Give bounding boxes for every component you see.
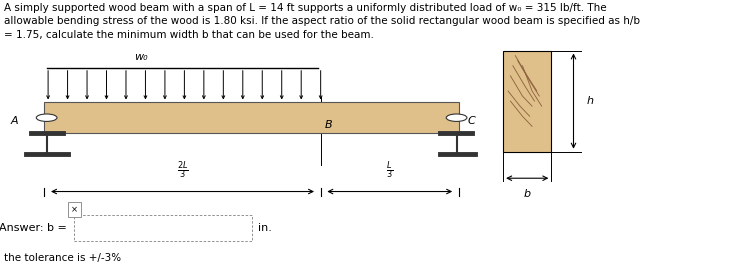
Circle shape [36, 114, 57, 121]
Text: $\frac{L}{3}$: $\frac{L}{3}$ [386, 159, 394, 181]
Text: Answer: b =: Answer: b = [0, 223, 70, 233]
Text: w₀: w₀ [134, 52, 147, 62]
Text: the tolerance is +/-3%: the tolerance is +/-3% [4, 253, 121, 263]
Text: A: A [11, 116, 18, 126]
FancyBboxPatch shape [74, 215, 252, 241]
Text: C: C [468, 116, 475, 126]
Text: $\frac{2L}{3}$: $\frac{2L}{3}$ [177, 159, 189, 181]
Text: h: h [587, 96, 593, 106]
Text: b: b [524, 189, 531, 199]
Text: A simply supported wood beam with a span of L = 14 ft supports a uniformly distr: A simply supported wood beam with a span… [4, 3, 639, 40]
Text: in.: in. [258, 223, 272, 233]
Bar [503, 51, 551, 152]
Text: B: B [324, 120, 332, 130]
Circle shape [446, 114, 467, 121]
Text: ×: × [71, 205, 78, 214]
FancyBboxPatch shape [68, 202, 81, 217]
Bar [44, 102, 459, 133]
